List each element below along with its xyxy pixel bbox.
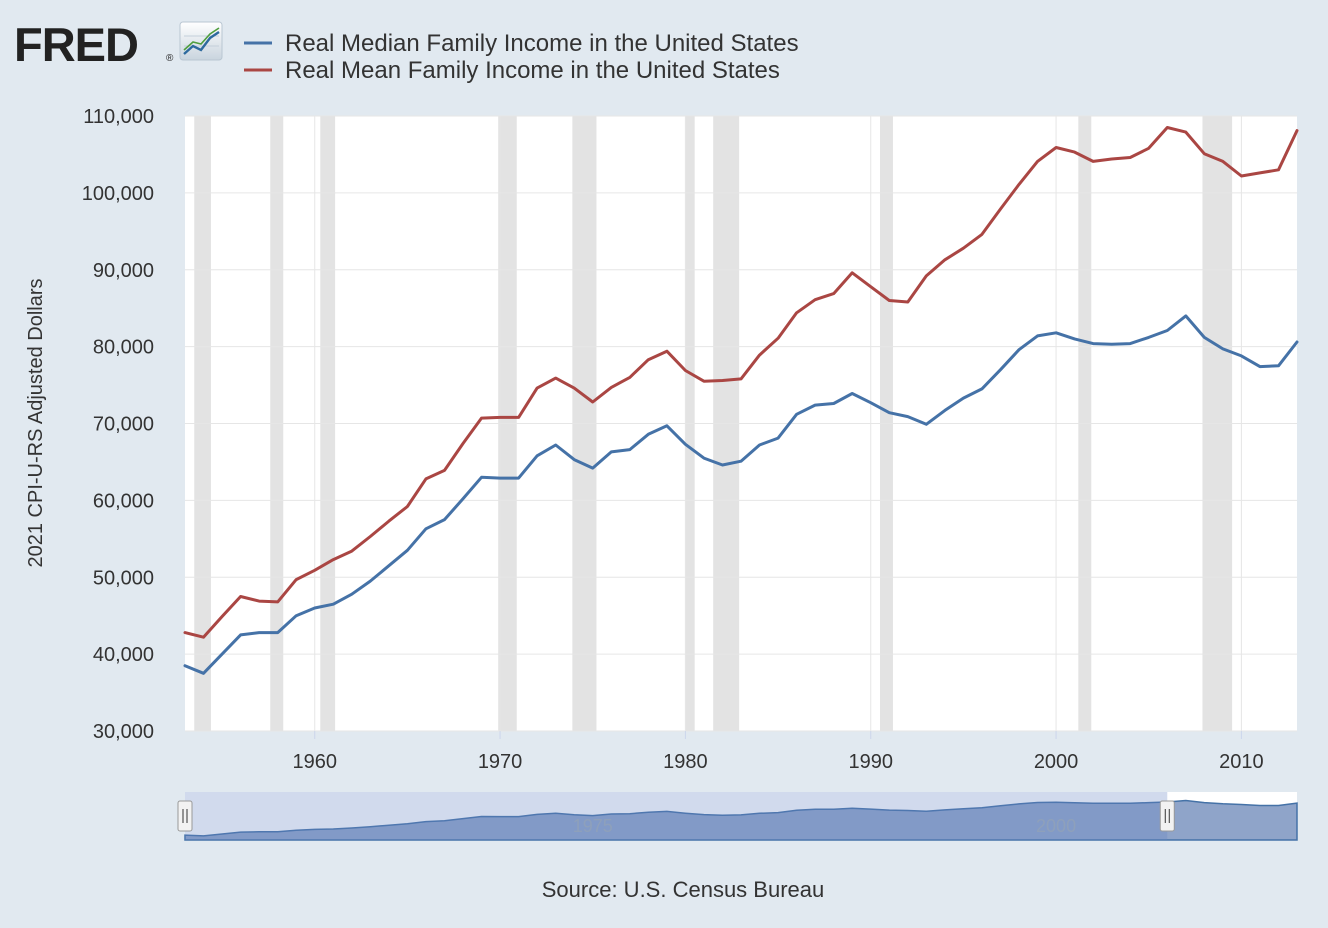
x-tick-label: 1980 [663, 751, 708, 773]
y-tick-label: 50,000 [93, 567, 154, 589]
series-lines [183, 126, 1299, 675]
x-tick-label: 1960 [292, 751, 337, 773]
navigator-handle-left[interactable] [177, 800, 193, 832]
legend: Real Median Family Income in the United … [244, 30, 799, 84]
x-tick-label: 2010 [1219, 751, 1264, 773]
navigator-series-area [184, 799, 1298, 841]
x-axis: 1960 1970 1980 1990 2000 2010 [292, 731, 1264, 773]
gridlines [185, 115, 1297, 732]
navigator-selection[interactable] [185, 792, 1168, 840]
navigator-handle-right[interactable] [1159, 800, 1175, 832]
y-axis-title: 2021 CPI-U-RS Adjusted Dollars [25, 278, 47, 567]
series-line-median [183, 314, 1299, 675]
navigator-label: 2000 [1036, 816, 1076, 836]
y-tick-label: 110,000 [83, 106, 154, 128]
x-tick-label: 2000 [1034, 751, 1079, 773]
fred-logo[interactable]: FRED ® [14, 18, 223, 71]
y-tick-label: 60,000 [93, 490, 154, 512]
y-axis: 30,000 40,000 50,000 60,000 70,000 80,000 90,0… [82, 106, 154, 743]
logo-text: FRED [14, 18, 138, 71]
y-tick-label: 80,000 [93, 337, 154, 359]
y-tick-label: 70,000 [93, 414, 154, 436]
logo-registered-mark: ® [166, 53, 174, 64]
range-navigator[interactable]: 1975 2000 [177, 792, 1298, 841]
legend-label-2[interactable]: Real Mean Family Income in the United St… [285, 57, 780, 84]
y-tick-label: 100,000 [82, 183, 154, 205]
x-tick-label: 1990 [848, 751, 893, 773]
y-tick-label: 30,000 [93, 721, 154, 743]
source-note: Source: U.S. Census Bureau [542, 877, 824, 902]
y-tick-label: 40,000 [93, 644, 154, 666]
y-tick-label: 90,000 [93, 260, 154, 282]
x-tick-label: 1970 [478, 751, 523, 773]
trend-line-icon [179, 21, 223, 61]
legend-label-1[interactable]: Real Median Family Income in the United … [285, 30, 799, 57]
series-line-mean [183, 126, 1299, 639]
navigator-label: 1975 [573, 816, 613, 836]
